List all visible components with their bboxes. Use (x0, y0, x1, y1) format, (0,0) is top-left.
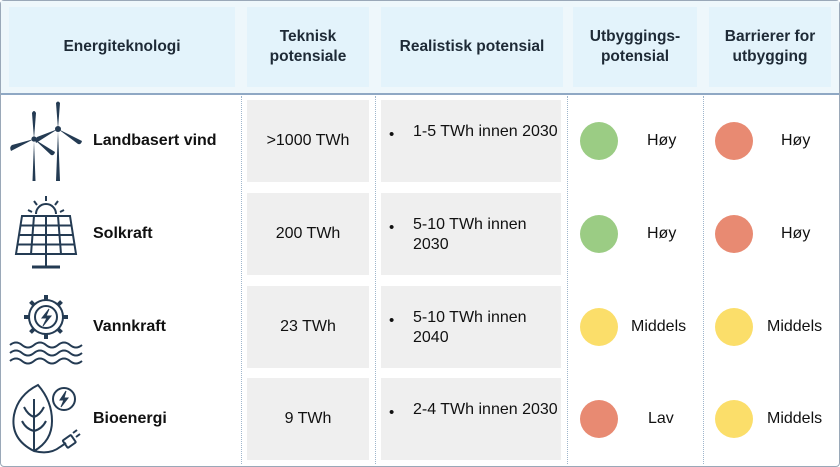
table-row: Solkraft 200 TWh • 5-10 TWh innen 2030 H… (0, 189, 840, 279)
column-divider (241, 96, 242, 464)
barrier-level: Høy (781, 225, 811, 242)
realistic-potential-text: 5-10 TWh innen 2040 (413, 309, 527, 346)
table-row: Vannkraft 23 TWh • 5-10 TWh innen 2040 M… (0, 282, 840, 372)
bioenergy-leaf-icon (12, 383, 81, 454)
realistic-potential-text: 2-4 TWh innen 2030 (413, 401, 558, 418)
bullet: • (389, 126, 395, 143)
realistic-potential: • 2-4 TWh innen 2030 (381, 378, 561, 460)
column-divider (375, 96, 376, 464)
technology-name: Solkraft (93, 225, 153, 242)
technical-potential: 9 TWh (247, 378, 369, 460)
technical-potential: >1000 TWh (247, 100, 369, 182)
header-realistic-potential: Realistisk potensial (381, 7, 563, 87)
header-divider (1, 93, 839, 95)
wind-turbine-icon (10, 101, 82, 181)
technology-name: Vannkraft (93, 318, 166, 335)
hydropower-gear-icon (9, 295, 83, 365)
solar-panel-icon (14, 196, 78, 269)
bullet: • (389, 404, 395, 421)
status-dot-yellow (715, 308, 753, 346)
realistic-potential: • 5-10 TWh innen 2040 (381, 286, 561, 368)
header-development-potential: Utbyggings- potensial (573, 7, 697, 87)
realistic-potential-text: 1-5 TWh innen 2030 (413, 123, 558, 140)
realistic-potential: • 1-5 TWh innen 2030 (381, 100, 561, 182)
status-dot-red (715, 215, 753, 253)
header-technical-potential: Teknisk potensiale (247, 7, 369, 87)
table-row: Bioenergi 9 TWh • 2-4 TWh innen 2030 Lav… (0, 374, 840, 464)
status-dot-yellow (715, 400, 753, 438)
status-dot-green (580, 215, 618, 253)
barrier-level: Middels (767, 318, 823, 335)
header-barriers: Barrierer for utbygging (709, 7, 831, 87)
barrier-level: Høy (781, 132, 811, 149)
development-level: Lav (648, 410, 674, 427)
status-dot-yellow (580, 308, 618, 346)
status-dot-green (580, 122, 618, 160)
technical-potential: 23 TWh (247, 286, 369, 368)
technical-potential: 200 TWh (247, 193, 369, 275)
realistic-potential: • 5-10 TWh innen 2030 (381, 193, 561, 275)
barrier-level: Middels (767, 410, 823, 427)
development-level: Høy (647, 132, 677, 149)
realistic-potential-text: 5-10 TWh innen 2030 (413, 216, 527, 253)
technology-name: Bioenergi (93, 410, 167, 427)
header-technology: Energiteknologi (9, 7, 235, 87)
bullet: • (389, 312, 395, 329)
table-row: Landbasert vind >1000 TWh • 1-5 TWh inne… (0, 96, 840, 186)
column-divider (703, 96, 704, 464)
status-dot-red (715, 122, 753, 160)
status-dot-red (580, 400, 618, 438)
bullet: • (389, 219, 395, 236)
technology-name: Landbasert vind (93, 132, 217, 149)
development-level: Høy (647, 225, 677, 242)
development-level: Middels (631, 318, 687, 335)
column-divider (567, 96, 568, 464)
